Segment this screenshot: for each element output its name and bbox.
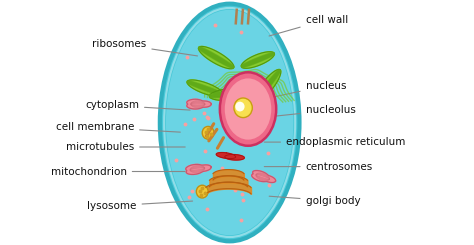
Polygon shape	[188, 81, 223, 94]
Polygon shape	[241, 53, 274, 66]
Polygon shape	[255, 69, 279, 101]
Polygon shape	[187, 99, 211, 109]
Polygon shape	[210, 92, 252, 97]
Polygon shape	[199, 47, 234, 67]
Polygon shape	[241, 52, 274, 68]
Polygon shape	[241, 53, 274, 67]
Polygon shape	[256, 71, 281, 102]
Ellipse shape	[235, 102, 245, 111]
Text: endoplasmic reticulum: endoplasmic reticulum	[264, 137, 405, 147]
Polygon shape	[236, 101, 270, 129]
Polygon shape	[242, 54, 274, 68]
Polygon shape	[187, 83, 223, 96]
Ellipse shape	[202, 126, 214, 139]
Text: lysosome: lysosome	[87, 201, 192, 211]
Text: nucleus: nucleus	[272, 81, 346, 98]
Polygon shape	[210, 92, 252, 97]
Polygon shape	[236, 102, 271, 129]
Polygon shape	[210, 91, 252, 96]
Polygon shape	[242, 54, 274, 67]
Polygon shape	[199, 48, 233, 68]
Ellipse shape	[225, 78, 271, 140]
Polygon shape	[235, 101, 270, 128]
Ellipse shape	[160, 4, 300, 241]
Ellipse shape	[166, 10, 293, 235]
Text: ribosomes: ribosomes	[92, 39, 198, 56]
Ellipse shape	[196, 185, 208, 198]
Polygon shape	[210, 88, 252, 100]
Polygon shape	[235, 101, 270, 128]
Polygon shape	[241, 52, 274, 66]
Text: mitochondrion: mitochondrion	[51, 167, 185, 176]
Polygon shape	[210, 93, 253, 98]
Polygon shape	[236, 102, 271, 130]
Polygon shape	[199, 47, 234, 67]
Polygon shape	[216, 153, 236, 159]
Polygon shape	[187, 80, 223, 97]
Polygon shape	[187, 82, 223, 95]
Polygon shape	[255, 70, 280, 102]
Text: cytoplasm: cytoplasm	[85, 100, 190, 110]
Polygon shape	[235, 101, 271, 130]
Polygon shape	[255, 70, 280, 101]
Polygon shape	[187, 81, 223, 94]
Text: microtubules: microtubules	[66, 142, 185, 152]
Text: cell membrane: cell membrane	[56, 122, 180, 132]
Text: golgi body: golgi body	[269, 196, 360, 206]
Polygon shape	[225, 155, 244, 160]
Polygon shape	[199, 46, 234, 69]
Text: centrosomes: centrosomes	[264, 162, 373, 172]
Polygon shape	[186, 164, 211, 174]
Text: nucleolus: nucleolus	[264, 105, 356, 117]
Ellipse shape	[234, 98, 252, 118]
Polygon shape	[255, 70, 281, 102]
Polygon shape	[210, 91, 252, 96]
Polygon shape	[252, 171, 275, 183]
Polygon shape	[187, 82, 223, 95]
Polygon shape	[198, 48, 233, 69]
Text: cell wall: cell wall	[269, 15, 348, 36]
Polygon shape	[255, 70, 281, 102]
Polygon shape	[199, 48, 234, 68]
Ellipse shape	[220, 72, 276, 146]
